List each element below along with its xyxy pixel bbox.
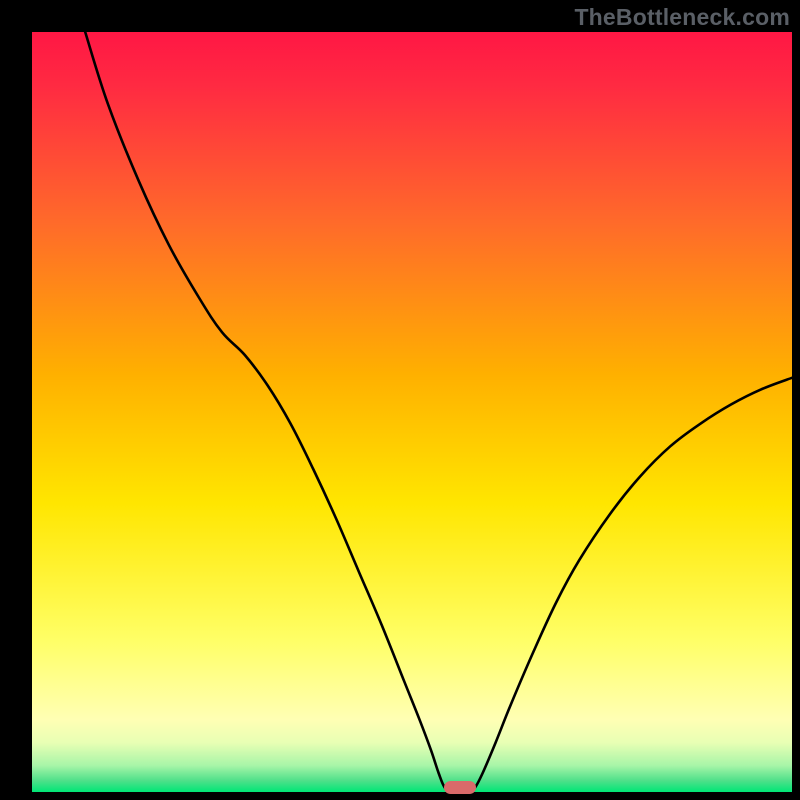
optimal-point-marker — [444, 781, 476, 793]
chart-stage: TheBottleneck.com — [0, 0, 800, 800]
plot-background — [32, 32, 792, 792]
plot-area — [32, 32, 792, 792]
watermark-label: TheBottleneck.com — [574, 4, 790, 31]
gradient-plot-svg — [32, 32, 792, 792]
